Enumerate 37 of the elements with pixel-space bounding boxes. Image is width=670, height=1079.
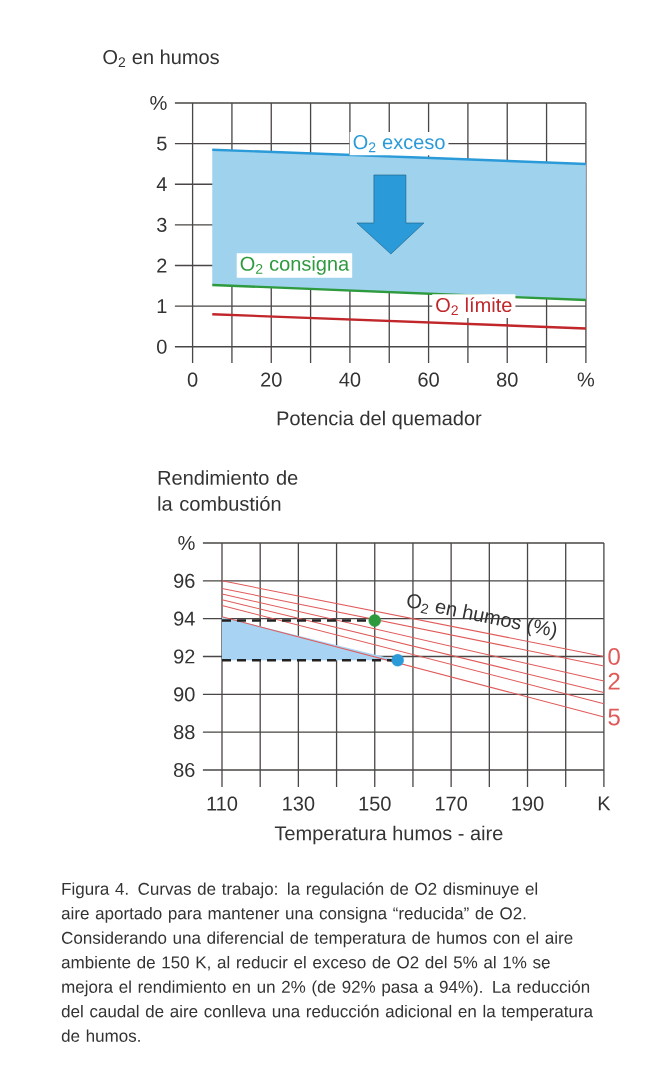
y-axis-title: Rendimiento de la combustión	[158, 470, 298, 511]
y-tick-label: %	[150, 95, 167, 110]
y-tick-label: 90	[174, 687, 195, 702]
x-tick-label: 170	[436, 796, 468, 811]
y-tick-label: 96	[174, 573, 195, 588]
y-tick-label: 1	[157, 299, 167, 313]
x-tick-label: 150	[359, 796, 391, 811]
y-tick-label: 92	[174, 649, 195, 664]
x-tick-label: K	[598, 796, 611, 811]
y-tick-label: 86	[174, 762, 195, 778]
x-tick-label: %	[577, 372, 595, 387]
x-tick-label: 40	[339, 372, 361, 387]
x-tick-label: 60	[418, 372, 439, 387]
x-tick-label: 190	[512, 796, 544, 811]
x-tick-label: 110	[207, 796, 238, 811]
y-tick-label: 4	[156, 177, 167, 192]
series-label: O$_{2}$ exceso	[353, 135, 445, 153]
x-tick-label: 80	[497, 372, 518, 387]
y-tick-label: 2	[157, 258, 167, 273]
y-tick-label: %	[178, 536, 195, 550]
series-label: O$_{2}$ consigna	[240, 256, 350, 275]
x-axis-title: Temperatura humos - aire	[274, 825, 503, 845]
y-tick-label: 0	[157, 339, 167, 354]
y-tick-label: 3	[157, 217, 167, 232]
x-tick-label: 20	[261, 372, 282, 387]
text: Figura 4. Curvas de trabajo: la regulación de O2 disminuye el aire aportado para mantener una consigna “reducida” de O2. Considerando una diferencial de temperatura de humos con el aire ambiente de 150 K, al reducir el exceso de O2 del 5% al 1% se mejora el rendimiento en un 2% (de 92% pasa a 94%). La reducción del caudal de aire conlleva una reducción adicional en la temperatura de humos.	[61, 882, 594, 1042]
series-label: 0	[608, 648, 620, 665]
y-tick-label: 88	[174, 725, 195, 740]
series-label: 2	[608, 672, 620, 690]
series-label: O$_{2}$ límite	[436, 297, 512, 316]
annotation: O$_{2}$ en humos (%)	[407, 594, 557, 641]
y-tick-label: 94	[174, 611, 195, 626]
y-axis-title: O$_{2}$ en humos	[103, 49, 219, 68]
series-label: 5	[608, 708, 620, 726]
y-tick-label: 5	[157, 136, 167, 151]
x-axis-title: Potencia del quemador	[277, 410, 482, 430]
x-tick-label: 130	[283, 796, 315, 811]
